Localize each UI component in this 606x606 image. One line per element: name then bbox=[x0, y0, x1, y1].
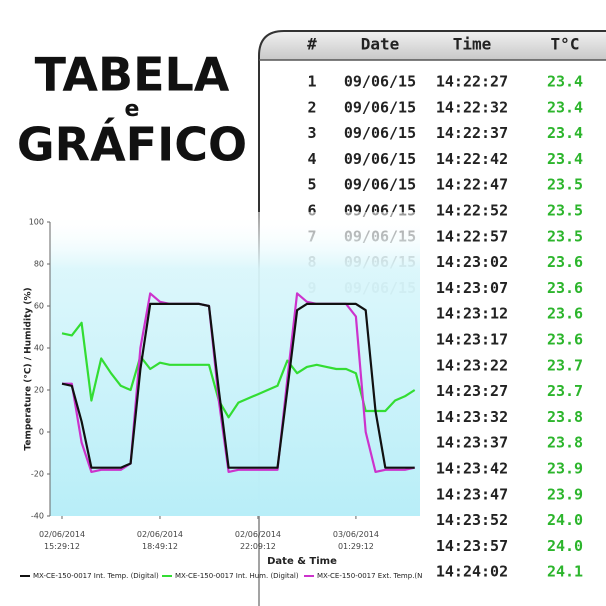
table-cell: 09/06/15 bbox=[344, 73, 416, 91]
temperature-cell: 23.9 bbox=[547, 485, 583, 503]
data-line bbox=[61, 321, 416, 419]
table-cell: 14:22:42 bbox=[436, 150, 508, 168]
legend-label: MX-CE-150-0017 Int. Hum. (Digital) bbox=[175, 572, 299, 580]
table-cell: 14:23:27 bbox=[436, 382, 508, 400]
temperature-cell: 23.6 bbox=[547, 279, 583, 297]
y-tick-label: 40 bbox=[34, 344, 44, 353]
y-tick-label: 80 bbox=[34, 260, 44, 269]
table-cell: 09/06/15 bbox=[344, 124, 416, 142]
x-tick-label: 02/06/2014 18:49:12 bbox=[137, 530, 183, 551]
y-tick-label: 100 bbox=[29, 218, 44, 227]
temperature-cell: 23.4 bbox=[547, 150, 583, 168]
table-cell: 4 bbox=[307, 150, 316, 168]
y-tick-label: 0 bbox=[39, 428, 44, 437]
table-cell: 14:23:57 bbox=[436, 537, 508, 555]
temperature-cell: 23.4 bbox=[547, 98, 583, 116]
data-line bbox=[62, 292, 415, 473]
temperature-cell: 23.5 bbox=[547, 176, 583, 194]
temperature-cell: 23.6 bbox=[547, 331, 583, 349]
table-cell: 14:22:52 bbox=[436, 202, 508, 220]
table-cell: 14:23:02 bbox=[436, 253, 508, 271]
y-axis-label: Temperature (°C) / Humidity (%) bbox=[24, 287, 34, 450]
table-cell: 5 bbox=[307, 176, 316, 194]
table-cell: 14:23:52 bbox=[436, 511, 508, 529]
temperature-cell: 23.9 bbox=[547, 460, 583, 478]
table-cell: 14:23:47 bbox=[436, 485, 508, 503]
column-header: Time bbox=[453, 35, 492, 54]
temperature-cell: 23.8 bbox=[547, 408, 583, 426]
table-cell: 2 bbox=[307, 98, 316, 116]
temperature-cell: 24.1 bbox=[547, 563, 583, 581]
table-cell: 14:22:32 bbox=[436, 98, 508, 116]
table-cell: 14:24:02 bbox=[436, 563, 508, 581]
x-tick-label: 02/06/2014 22:09:12 bbox=[235, 530, 281, 551]
column-header: Date bbox=[361, 35, 400, 54]
temperature-cell: 24.0 bbox=[547, 511, 583, 529]
table-cell: 14:23:42 bbox=[436, 460, 508, 478]
table-cell: 14:23:37 bbox=[436, 434, 508, 452]
x-tick-label: 02/06/2014 15:29:12 bbox=[39, 530, 85, 551]
temperature-cell: 23.7 bbox=[547, 356, 583, 374]
temperature-cell: 24.0 bbox=[547, 537, 583, 555]
table-cell: 3 bbox=[307, 124, 316, 142]
table-cell: 14:23:17 bbox=[436, 331, 508, 349]
temperature-cell: 23.5 bbox=[547, 202, 583, 220]
y-tick-label: -40 bbox=[31, 512, 44, 521]
column-header: # bbox=[307, 35, 317, 54]
table-cell: 14:23:22 bbox=[436, 356, 508, 374]
y-tick-label: -20 bbox=[31, 470, 44, 479]
temperature-cell: 23.6 bbox=[547, 305, 583, 323]
table-cell: 09/06/15 bbox=[344, 150, 416, 168]
title-line2: e bbox=[125, 97, 140, 122]
table-cell: 14:23:12 bbox=[436, 305, 508, 323]
temperature-cell: 23.5 bbox=[547, 227, 583, 245]
y-tick-label: 20 bbox=[34, 386, 44, 395]
table-cell: 14:22:37 bbox=[436, 124, 508, 142]
x-tick-label: 03/06/2014 01:29:12 bbox=[333, 530, 379, 551]
table-cell: 09/06/15 bbox=[344, 98, 416, 116]
temperature-cell: 23.6 bbox=[547, 253, 583, 271]
table-cell: 14:22:57 bbox=[436, 227, 508, 245]
temperature-cell: 23.4 bbox=[547, 124, 583, 142]
x-axis-label: Date & Time bbox=[267, 556, 337, 567]
table-cell: 1 bbox=[307, 73, 316, 91]
legend-label: MX-CE-150-0017 Ext. Temp.(N bbox=[317, 572, 422, 580]
table-cell: 14:22:27 bbox=[436, 73, 508, 91]
y-tick-label: 60 bbox=[34, 302, 44, 311]
table-cell: 14:22:47 bbox=[436, 176, 508, 194]
table-cell: 09/06/15 bbox=[344, 176, 416, 194]
table-header-bg bbox=[258, 30, 606, 60]
plot-area bbox=[50, 215, 420, 516]
temperature-cell: 23.7 bbox=[547, 382, 583, 400]
temperature-cell: 23.4 bbox=[547, 73, 583, 91]
legend-label: MX-CE-150-0017 Int. Temp. (Digital) bbox=[33, 572, 159, 580]
table-cell: 14:23:32 bbox=[436, 408, 508, 426]
data-line bbox=[61, 302, 415, 469]
table-cell: 6 bbox=[307, 202, 316, 220]
chart: -40 -20 0 20 40 60 80 100 02/06/2014 15:29:12 02/0… bbox=[0, 212, 422, 606]
title-line1: TABELA bbox=[35, 48, 230, 102]
table-cell: 14:23:07 bbox=[436, 279, 508, 297]
table-border bbox=[258, 30, 606, 606]
temperature-cell: 23.8 bbox=[547, 434, 583, 452]
title-line3: GRÁFICO bbox=[17, 118, 247, 172]
column-header: T°C bbox=[551, 35, 580, 54]
